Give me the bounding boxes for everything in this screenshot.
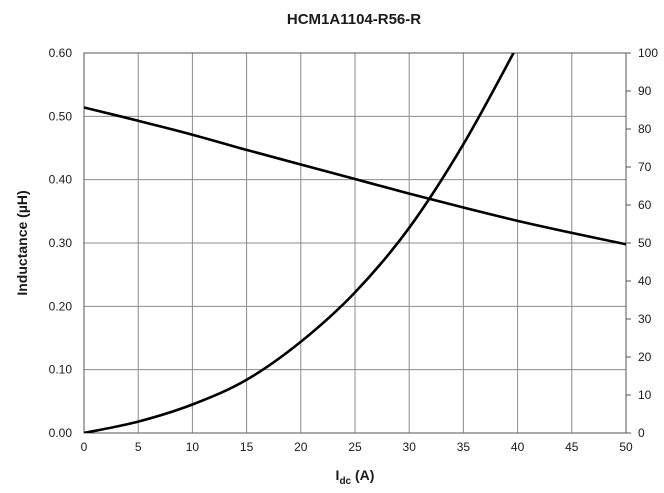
series-line-right-axis <box>84 53 515 433</box>
x-tick-label: 30 <box>403 440 417 454</box>
y-tick-label: 0.60 <box>49 46 73 60</box>
y-axis-label: Inductance (µH) <box>14 190 30 295</box>
x-tick-label: 10 <box>186 440 200 454</box>
series-line-left-axis <box>84 106 626 246</box>
x-tick-label: 45 <box>565 440 579 454</box>
x-tick-label: 35 <box>457 440 471 454</box>
x-axis-label-subscript: dc <box>339 476 351 487</box>
tick-labels: 0 5 10 15 20 25 30 35 40 45 50 0.00 0.10 0.20 0.30 0.40… <box>49 46 659 454</box>
y2-tick-label: 50 <box>638 236 652 250</box>
y-tick-label: 0.40 <box>49 173 73 187</box>
y2-tick-label: 70 <box>638 160 652 174</box>
series-lines <box>84 53 626 433</box>
y-tick-label: 0.50 <box>49 109 73 123</box>
y-tick-label: 0.20 <box>49 299 73 313</box>
y-tick-label: 0.10 <box>49 363 73 377</box>
y2-tick-label: 20 <box>638 350 652 364</box>
chart-title: HCM1A1104-R56-R <box>287 11 421 28</box>
y2-tick-label: 90 <box>638 84 652 98</box>
x-tick-label: 20 <box>294 440 308 454</box>
x-axis-label: Idc (A) <box>336 467 375 487</box>
x-tick-label: 0 <box>81 440 88 454</box>
y2-tick-label: 40 <box>638 274 652 288</box>
x-axis-label-main: I <box>336 467 340 483</box>
y2-tick-label: 30 <box>638 312 652 326</box>
x-tick-label: 25 <box>348 440 362 454</box>
x-tick-label: 50 <box>619 440 633 454</box>
y2-tick-label: 80 <box>638 122 652 136</box>
y2-tick-label: 60 <box>638 198 652 212</box>
x-axis-label-unit: (A) <box>351 467 374 483</box>
x-tick-label: 40 <box>511 440 525 454</box>
x-tick-label: 5 <box>135 440 142 454</box>
y2-tick-label: 0 <box>638 426 645 440</box>
grid <box>83 52 627 434</box>
y-tick-label: 0.00 <box>49 426 73 440</box>
y2-tick-label: 10 <box>638 388 652 402</box>
y2-tick-label: 100 <box>638 46 658 60</box>
x-tick-label: 15 <box>240 440 254 454</box>
y-tick-label: 0.30 <box>49 236 73 250</box>
